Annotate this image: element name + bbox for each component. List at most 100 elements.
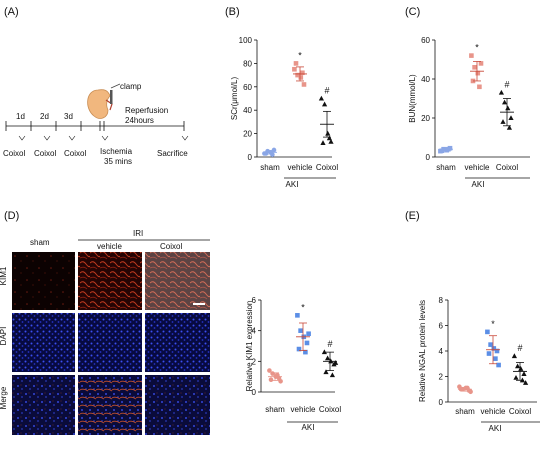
data-point — [320, 140, 326, 145]
data-point — [293, 61, 299, 66]
row-label-merge: Merge — [0, 386, 8, 409]
significance-marker: # — [324, 86, 329, 96]
data-point — [523, 380, 529, 385]
data-point — [321, 349, 327, 355]
y-tick-label: 80 — [243, 59, 252, 68]
data-point — [494, 348, 500, 354]
significance-marker: * — [301, 302, 305, 312]
data-point — [278, 378, 283, 384]
column-label-vehicle: vehicle — [97, 242, 122, 251]
y-axis-label-wrap: Relative NGAL protein levels — [418, 300, 427, 402]
image-merge-coixol — [145, 375, 210, 435]
ischemia-label: Ischemia — [100, 147, 133, 156]
x-axis-label: AKI — [472, 180, 485, 189]
y-tick-label: 4 — [252, 327, 257, 336]
row-label-dapi-wrap: DAPI — [0, 327, 8, 346]
clamp-label: clamp — [120, 82, 142, 91]
row-label-dapi: DAPI — [0, 327, 8, 346]
data-point — [477, 84, 482, 90]
reperfusion-duration-label: 24hours — [125, 116, 154, 125]
chart-bun: (C) 0 20 40 60 BUN(mmol/L) sham vehicle Coixol AK… — [405, 6, 530, 189]
panel-a-label: (A) — [4, 6, 19, 18]
data-point — [328, 138, 334, 144]
data-point — [322, 101, 328, 107]
x-tick-label: sham — [436, 163, 456, 172]
x-tick-label: vehicle — [465, 163, 490, 172]
data-point — [500, 119, 506, 124]
data-point — [468, 389, 473, 395]
step-coixol-2: Coixol — [34, 149, 56, 158]
image-merge-sham — [12, 375, 75, 435]
panel-label: (E) — [405, 210, 420, 222]
data-point — [472, 65, 477, 70]
data-point — [506, 124, 512, 130]
data-point — [295, 313, 300, 318]
y-tick-label: 40 — [243, 106, 252, 115]
data-point — [518, 366, 524, 371]
timeline-arrow — [43, 135, 51, 141]
x-tick-label: vehicle — [481, 407, 506, 416]
significance-marker: * — [298, 50, 302, 60]
data-point — [521, 371, 527, 376]
timeline-arrow — [181, 135, 189, 141]
y-tick-label: 40 — [421, 75, 430, 84]
panel-label: (B) — [225, 6, 240, 18]
data-point — [295, 72, 300, 78]
image-kim1-coixol — [145, 252, 210, 310]
data-point — [298, 328, 303, 333]
data-point — [505, 105, 511, 111]
data-point — [318, 95, 324, 101]
significance-marker: # — [517, 343, 522, 353]
data-point — [493, 356, 498, 361]
timeline-arrow — [68, 135, 76, 141]
column-group-label: IRI — [133, 229, 143, 238]
panel-label: (C) — [405, 6, 420, 18]
timeline-ticks — [5, 121, 189, 141]
x-tick-label: vehicle — [288, 163, 313, 172]
chart-scr: (B) 0 20 40 60 80 100 SCr(μmol/L) sham vehicle Coi… — [225, 6, 338, 189]
y-axis-label: Relative KIM1 expression — [245, 301, 254, 392]
panel-d: (D) sham IRI vehicle Coixol KIM1 DAPI Me… — [0, 210, 210, 435]
timeline-arrow — [18, 135, 26, 141]
x-tick-label: Coixol — [319, 405, 341, 414]
data-point — [498, 89, 504, 95]
data-point — [323, 369, 329, 375]
column-label-coixol: Coixol — [160, 242, 182, 251]
y-axis-label-wrap: SCr(μmol/L) — [230, 77, 239, 121]
x-tick-label: Coixol — [509, 407, 531, 416]
data-point — [502, 99, 508, 105]
reperfusion-label: Reperfusion — [125, 106, 168, 115]
image-kim1-sham — [12, 252, 75, 310]
data-point — [329, 372, 335, 378]
y-tick-label: 8 — [439, 296, 444, 305]
step-coixol-1: Coixol — [3, 149, 25, 158]
day-label-2: 2d — [40, 112, 49, 121]
y-tick-label: 0 — [426, 153, 431, 162]
data-point — [513, 374, 519, 380]
data-point — [267, 368, 272, 373]
y-tick-label: 100 — [239, 36, 253, 45]
data-point — [511, 353, 517, 359]
data-point — [515, 363, 521, 369]
y-tick-label: 2 — [252, 357, 257, 366]
data-point — [296, 346, 302, 352]
ischemia-duration-label: 35 mins — [104, 157, 132, 166]
data-point — [298, 75, 304, 80]
x-tick-label: Coixol — [496, 163, 518, 172]
y-tick-label: 60 — [243, 83, 252, 92]
y-axis-label: Relative NGAL protein levels — [418, 300, 427, 402]
panel-a: (A) clamp Reperfusion 24hours 1d 2d 3d C… — [3, 6, 189, 166]
kidney-icon — [87, 83, 121, 119]
y-tick-label: 20 — [243, 130, 252, 139]
data-point — [478, 61, 484, 66]
image-merge-vehicle — [78, 375, 142, 435]
x-tick-label: vehicle — [291, 405, 316, 414]
data-point — [268, 377, 274, 383]
panel-d-label: (D) — [4, 210, 19, 222]
data-point — [304, 340, 310, 346]
y-tick-label: 60 — [421, 36, 430, 45]
data-point — [270, 152, 275, 157]
significance-marker: * — [475, 43, 479, 53]
y-tick-label: 0 — [439, 398, 444, 407]
data-point — [488, 342, 493, 347]
